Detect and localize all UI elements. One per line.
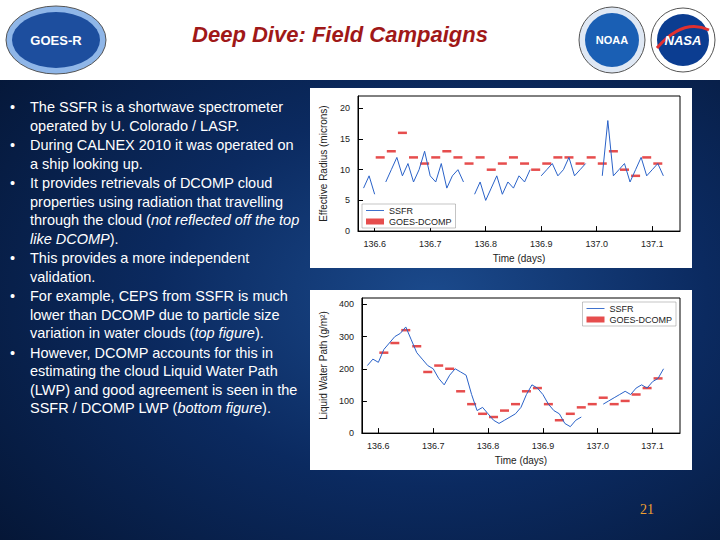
svg-text:400: 400 [339, 299, 354, 309]
svg-text:200: 200 [339, 364, 354, 374]
svg-text:137.0: 137.0 [586, 441, 609, 451]
svg-text:Time (days): Time (days) [493, 253, 545, 264]
svg-text:5: 5 [345, 195, 350, 205]
svg-text:SSFR: SSFR [609, 304, 634, 314]
html-text:The SSFR is a shortwave spectr: The SSFR is a shortwave spectrometer ope… [30, 99, 283, 134]
svg-text:0: 0 [345, 226, 350, 236]
html-text:During CALNEX 2010 it was oper: During CALNEX 2010 it was operated on a … [30, 137, 294, 172]
svg-text:137.0: 137.0 [585, 239, 608, 249]
svg-text:20: 20 [340, 103, 350, 113]
svg-text:136.6: 136.6 [367, 441, 390, 451]
html-text:However, DCOMP accounts for th: However, DCOMP accounts for this in esti… [30, 344, 298, 416]
html-text:For example, CEPS from SSFR is: For example, CEPS from SSFR is much lowe… [30, 288, 288, 341]
svg-text:SSFR: SSFR [389, 206, 414, 216]
svg-text:Time (days): Time (days) [495, 455, 547, 466]
svg-text:136.7: 136.7 [422, 441, 445, 451]
svg-text:100: 100 [339, 396, 354, 406]
svg-text:137.1: 137.1 [641, 239, 664, 249]
svg-text:GOES-R: GOES-R [30, 33, 82, 48]
svg-text:GOES-DCOMP: GOES-DCOMP [609, 315, 672, 325]
svg-text:Liquid Water Path (g/m²): Liquid Water Path (g/m²) [318, 311, 329, 420]
svg-text:Effective Radius (microns): Effective Radius (microns) [318, 105, 329, 222]
svg-text:GOES-DCOMP: GOES-DCOMP [389, 217, 452, 227]
html-text:This provides a more independe: This provides a more independent validat… [30, 250, 250, 285]
svg-text:136.6: 136.6 [363, 239, 386, 249]
html-text:It provides retrievals of DCOM: It provides retrievals of DCOMP cloud pr… [30, 175, 300, 247]
svg-text:0: 0 [349, 428, 354, 438]
svg-text:136.7: 136.7 [419, 239, 442, 249]
svg-text:136.9: 136.9 [532, 441, 555, 451]
svg-text:136.8: 136.8 [477, 441, 500, 451]
svg-text:NASA: NASA [665, 33, 702, 48]
svg-text:300: 300 [339, 332, 354, 342]
html-text:21: 21 [640, 502, 654, 517]
svg-text:NOAA: NOAA [596, 34, 628, 46]
svg-text:15: 15 [340, 134, 350, 144]
svg-text:10: 10 [340, 165, 350, 175]
html-text:Deep Dive: Field Campaigns: Deep Dive: Field Campaigns [192, 22, 488, 47]
svg-text:136.9: 136.9 [530, 239, 553, 249]
svg-text:137.1: 137.1 [641, 441, 664, 451]
svg-text:136.8: 136.8 [474, 239, 497, 249]
